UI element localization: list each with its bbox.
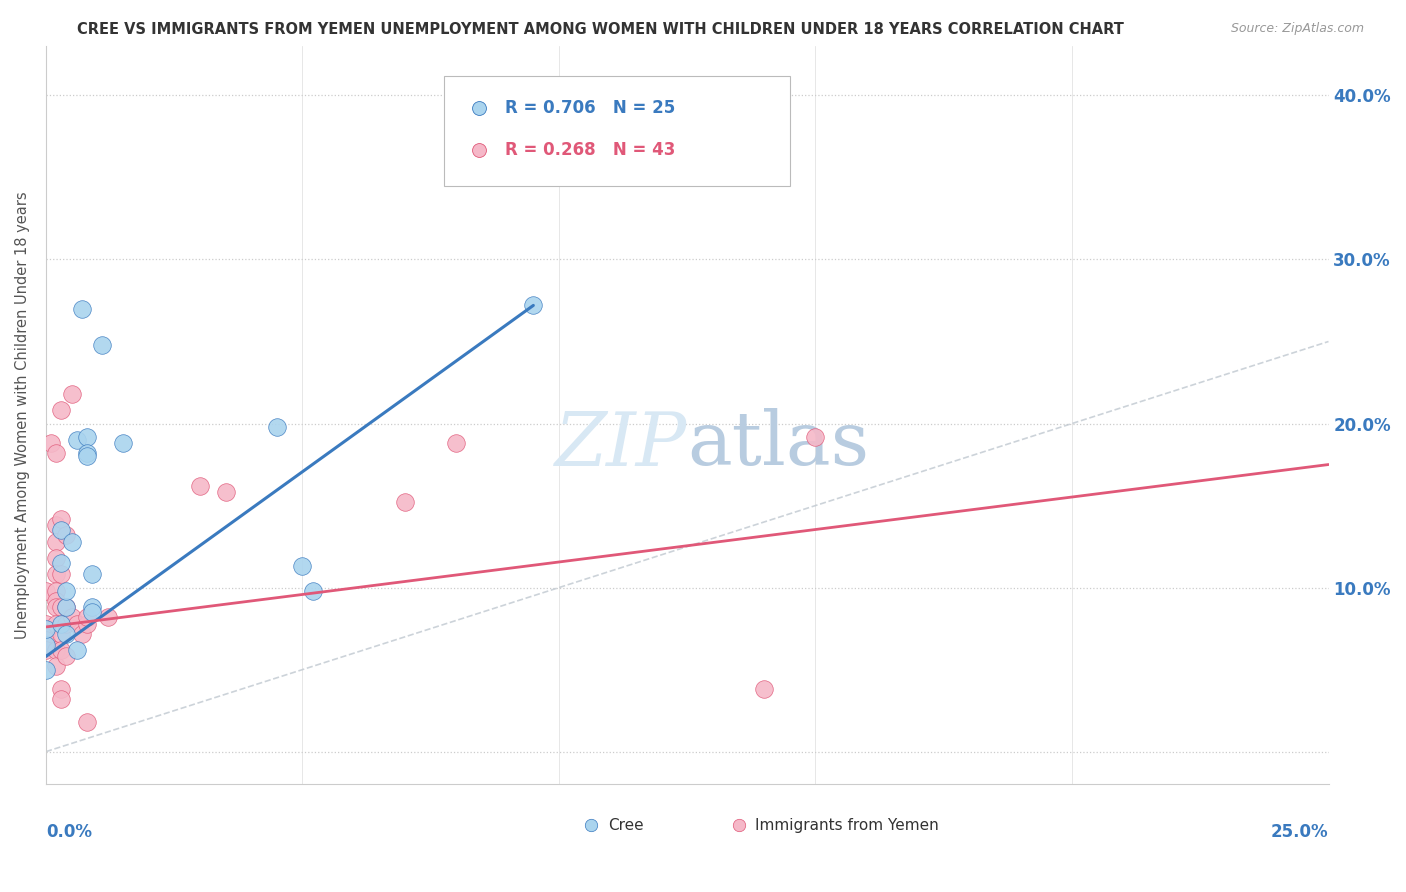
Point (45, 600, 67, 615)
Point (45, 643, 67, 657)
Point (35, 622, 58, 636)
Point (45, 534, 67, 549)
Point (55, 649, 77, 664)
Point (82, 605, 104, 619)
Point (51, 692, 73, 706)
Point (76, 616, 98, 631)
Point (76, 446, 98, 460)
Point (35, 633, 58, 648)
Point (55, 600, 77, 615)
Point (522, 298, 544, 312)
Point (45, 567, 67, 582)
Point (51, 616, 73, 631)
Point (55, 583, 77, 598)
Point (45, 551, 67, 566)
Point (66, 643, 89, 657)
Point (70, 626, 93, 640)
Text: 25.0%: 25.0% (1271, 823, 1329, 841)
Point (51, 523, 73, 537)
Point (45, 583, 67, 598)
Point (394, 495, 416, 509)
Point (76, 715, 98, 730)
Point (188, 479, 211, 493)
Point (51, 403, 73, 417)
Point (45, 616, 67, 631)
Point (45, 446, 67, 460)
Point (66, 616, 89, 631)
Point (55, 600, 77, 615)
Point (35, 616, 58, 631)
Point (446, 436, 468, 450)
Point (51, 643, 73, 657)
Point (82, 600, 104, 615)
Point (45, 659, 67, 673)
Point (60, 534, 83, 549)
Point (51, 626, 73, 640)
Point (35, 583, 58, 598)
Point (55, 626, 77, 640)
Text: R = 0.706   N = 25: R = 0.706 N = 25 (505, 99, 675, 117)
FancyBboxPatch shape (443, 76, 790, 186)
Point (70, 301, 93, 316)
Y-axis label: Unemployment Among Women with Children Under 18 years: Unemployment Among Women with Children U… (15, 192, 30, 640)
Point (111, 436, 134, 450)
Point (266, 419, 288, 434)
Point (60, 387, 83, 401)
Point (82, 567, 104, 582)
Point (76, 430, 98, 444)
Text: Immigrants from Yemen: Immigrants from Yemen (755, 818, 939, 832)
Text: Cree: Cree (607, 818, 644, 832)
Point (51, 682, 73, 697)
Point (301, 583, 323, 598)
Point (45, 518, 67, 533)
Point (39, 436, 62, 450)
Point (91, 338, 114, 352)
Point (214, 485, 236, 500)
Text: ZIP: ZIP (555, 409, 688, 481)
Point (51, 511, 73, 525)
Point (51, 567, 73, 582)
Text: CREE VS IMMIGRANTS FROM YEMEN UNEMPLOYMENT AMONG WOMEN WITH CHILDREN UNDER 18 YE: CREE VS IMMIGRANTS FROM YEMEN UNEMPLOYME… (77, 22, 1125, 37)
Point (754, 682, 776, 697)
Point (55, 528, 77, 542)
Point (35, 638, 58, 652)
Text: R = 0.268   N = 43: R = 0.268 N = 43 (505, 141, 675, 159)
Text: Source: ZipAtlas.com: Source: ZipAtlas.com (1230, 22, 1364, 36)
Point (804, 430, 827, 444)
Point (66, 433, 89, 447)
Point (60, 610, 83, 624)
Point (35, 626, 58, 640)
Point (35, 643, 58, 657)
Point (51, 600, 73, 615)
Point (55, 616, 77, 631)
Point (96, 610, 118, 624)
Point (45, 593, 67, 607)
Point (291, 559, 314, 574)
Point (76, 450, 98, 464)
Point (35, 663, 58, 677)
Point (76, 610, 98, 624)
Point (51, 556, 73, 570)
Text: atlas: atlas (688, 409, 869, 482)
Text: 0.0%: 0.0% (46, 823, 91, 841)
